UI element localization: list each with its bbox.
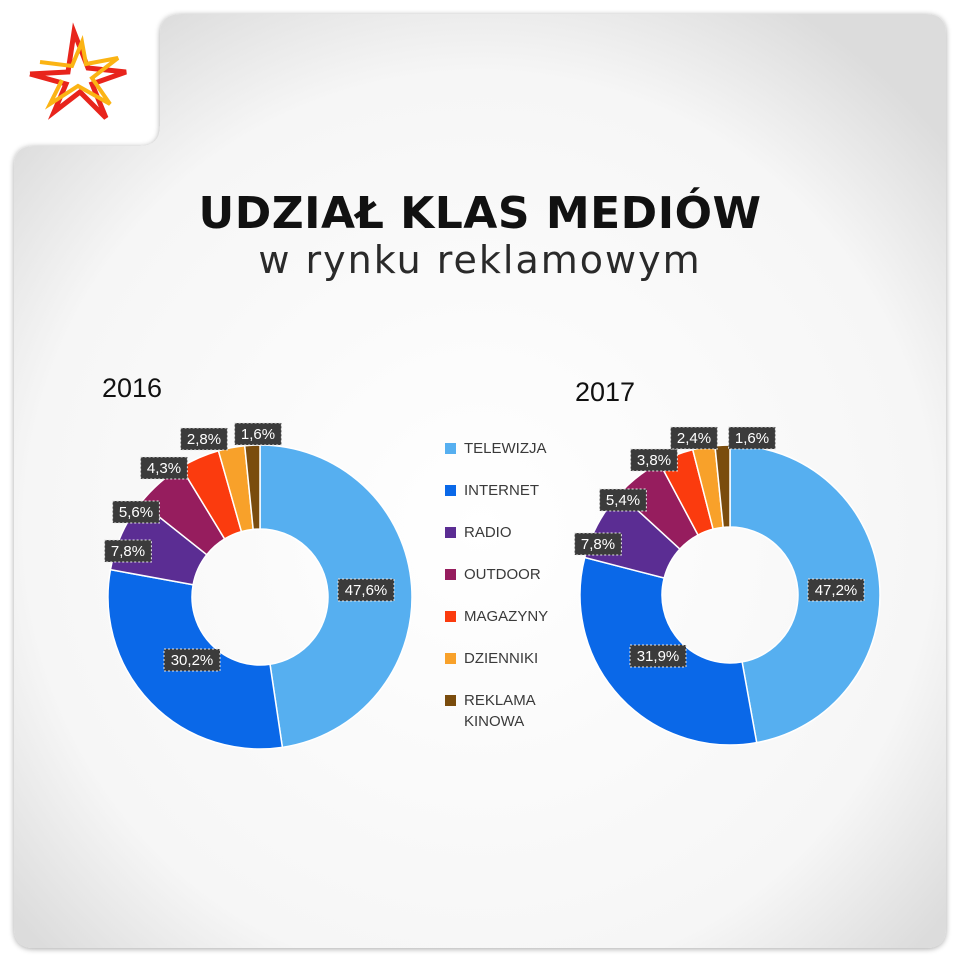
data-label-2017-radio: 7,8%: [574, 532, 622, 556]
data-label-box: [337, 578, 395, 602]
data-label-text: 5,6%: [119, 504, 153, 521]
legend: TELEWIZJA INTERNET RADIO OUTDOOR MAGAZYN…: [445, 438, 575, 732]
data-label-text: 1,6%: [735, 430, 769, 447]
data-label-box: [629, 644, 687, 668]
legend-swatch: [445, 653, 456, 664]
data-label-text: 47,6%: [345, 582, 388, 599]
legend-item-telewizja: TELEWIZJA: [445, 438, 575, 480]
data-label-box: [670, 426, 718, 450]
data-label-box: [234, 422, 282, 446]
data-label-box: [599, 488, 647, 512]
data-label-box: [140, 456, 188, 480]
data-label-text: 31,9%: [637, 648, 680, 665]
data-label-text: 3,8%: [637, 452, 671, 469]
legend-label-line: KINOWA: [464, 713, 525, 730]
data-label-2016-dzienniki: 2,8%: [180, 427, 228, 451]
donut-slice-2016-telewizja: [259, 444, 413, 749]
legend-item-radio: RADIO: [445, 522, 575, 564]
legend-swatch: [445, 443, 456, 454]
legend-label: REKLAMA KINOWA: [464, 690, 574, 732]
data-label-text: 47,2%: [815, 582, 858, 599]
data-label-2016-telewizja: 47,6%: [337, 578, 395, 602]
data-label-2016-magazyny: 4,3%: [140, 456, 188, 480]
data-label-box: [104, 539, 152, 563]
page-title: UDZIAŁ KLAS MEDIÓW: [198, 188, 762, 239]
data-label-text: 2,8%: [187, 431, 221, 448]
data-label-box: [630, 448, 678, 472]
data-label-2017-dzienniki: 2,4%: [670, 426, 718, 450]
donut-slice-2017-telewizja: [729, 444, 881, 744]
data-label-2016-radio: 7,8%: [104, 539, 152, 563]
legend-item-magazyny: MAGAZYNY: [445, 606, 575, 648]
data-label-2017-magazyny: 3,8%: [630, 448, 678, 472]
data-label-text: 4,3%: [147, 460, 181, 477]
legend-item-reklama-kinowa: REKLAMA KINOWA: [445, 690, 575, 732]
data-label-box: [728, 426, 776, 450]
legend-item-dzienniki: DZIENNIKI: [445, 648, 575, 690]
data-label-2016-reklama-kinowa: 1,6%: [234, 422, 282, 446]
data-label-2016-outdoor: 5,6%: [112, 500, 160, 524]
legend-label: DZIENNIKI: [464, 650, 539, 667]
data-label-box: [163, 648, 221, 672]
data-label-box: [180, 427, 228, 451]
data-label-2017-telewizja: 47,2%: [807, 578, 865, 602]
legend-item-outdoor: OUTDOOR: [445, 564, 575, 606]
legend-label: INTERNET: [464, 482, 539, 499]
chart-2016-title: 2016: [102, 373, 163, 403]
legend-label: OUTDOOR: [464, 566, 541, 583]
page-subtitle: w rynku reklamowym: [258, 238, 702, 282]
data-label-box: [574, 532, 622, 556]
data-label-2017-outdoor: 5,4%: [599, 488, 647, 512]
data-label-text: 7,8%: [111, 543, 145, 560]
data-label-text: 5,4%: [606, 492, 640, 509]
legend-item-internet: INTERNET: [445, 480, 575, 522]
chart-2017-title: 2017: [575, 377, 636, 407]
data-label-2017-reklama-kinowa: 1,6%: [728, 426, 776, 450]
legend-label-line: REKLAMA: [464, 692, 536, 709]
legend-swatch: [445, 527, 456, 538]
legend-label: TELEWIZJA: [464, 440, 547, 457]
data-label-box: [112, 500, 160, 524]
legend-label: MAGAZYNY: [464, 608, 549, 625]
legend-swatch: [445, 485, 456, 496]
donut-slice-2017-reklama-kinowa: [714, 444, 731, 529]
star-burst-icon: [29, 22, 127, 120]
data-label-box: [807, 578, 865, 602]
data-label-2016-internet: 30,2%: [163, 648, 221, 672]
data-label-2017-internet: 31,9%: [629, 644, 687, 668]
data-label-text: 2,4%: [677, 430, 711, 447]
data-label-text: 7,8%: [581, 536, 615, 553]
legend-swatch: [445, 569, 456, 580]
legend-swatch: [445, 695, 456, 706]
data-label-text: 1,6%: [241, 426, 275, 443]
legend-label: RADIO: [464, 524, 512, 541]
legend-swatch: [445, 611, 456, 622]
data-label-text: 30,2%: [171, 652, 214, 669]
